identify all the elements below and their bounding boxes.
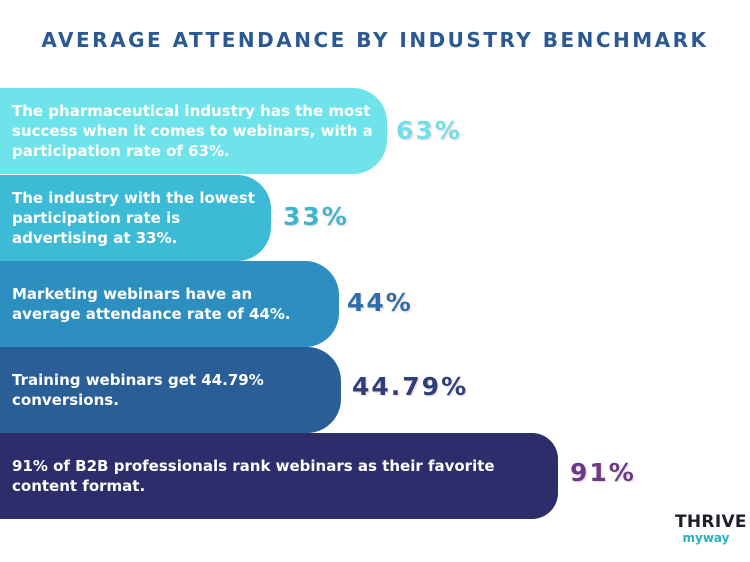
bar-3: Marketing webinars have an average atten… [0,261,339,347]
bar-2: The industry with the lowest participati… [0,175,271,261]
value-label-5: 91% [570,458,636,487]
bar-label-5: 91% of B2B professionals rank webinars a… [12,457,495,495]
value-label-3: 44% [347,288,413,317]
value-label-2: 33% [283,202,349,231]
bar-label-2: The industry with the lowest participati… [12,189,255,247]
bar-label-3: Marketing webinars have an average atten… [12,285,291,323]
bar-4: Training webinars get 44.79% conversions… [0,347,341,433]
bar-5: 91% of B2B professionals rank webinars a… [0,433,558,519]
bar-label-1: The pharmaceutical industry has the most… [12,102,373,160]
chart-title: AVERAGE ATTENDANCE BY INDUSTRY BENCHMARK [41,28,709,52]
logo-wordmark-bottom: myway [682,531,730,545]
bar-1: The pharmaceutical industry has the most… [0,88,387,174]
bar-label-4: Training webinars get 44.79% conversions… [12,371,264,409]
value-label-1: 63% [396,116,462,145]
brand-logo: THRIVE myway [675,512,747,545]
value-label-4: 44.79% [352,372,469,401]
logo-wordmark-top: THRIVE [675,512,747,532]
